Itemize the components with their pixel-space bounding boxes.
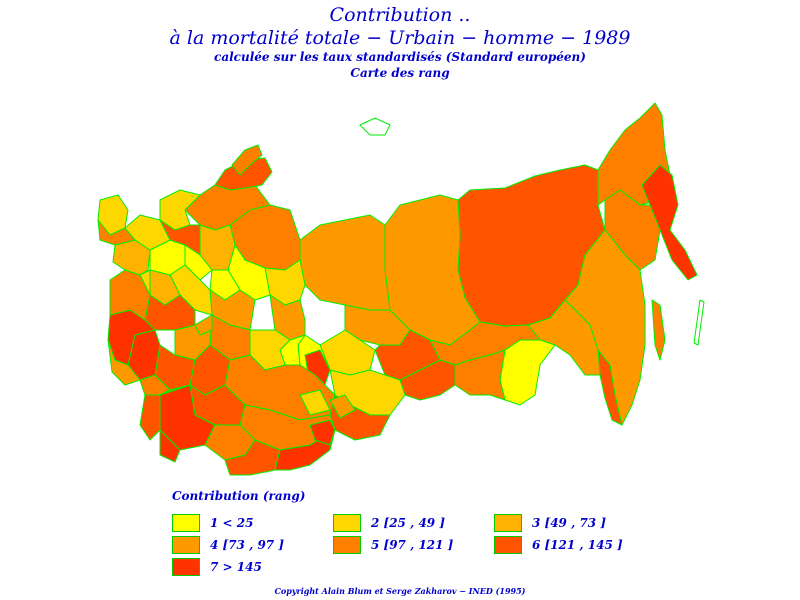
legend-label-7: 7 > 145 (210, 560, 262, 574)
map-region-semipalatinsk (329, 394, 356, 419)
map-region-sakhalin (651, 299, 666, 361)
map-region-primorye (597, 349, 623, 426)
copyright-notice: Copyright Alain Blum et Serge Zakharov −… (274, 586, 526, 596)
map-region-kuriles (693, 299, 705, 346)
map-region-tyumen (299, 214, 391, 311)
map-region-ukraine-south (107, 339, 141, 386)
legend-label-6: 6 [121 , 145 ] (532, 538, 623, 552)
map-region-svalbard-islands (359, 117, 391, 136)
map-region-murmansk (214, 157, 273, 191)
legend-label-4: 4 [73 , 97 ] (210, 538, 284, 552)
map-region-karaganda (299, 389, 331, 416)
legend-swatch-5 (333, 536, 361, 554)
map-region-caucasus (139, 394, 161, 441)
map-region-caspian (159, 429, 181, 463)
map-region-almaty (309, 419, 336, 446)
map-region-vologda (159, 219, 201, 256)
legend-swatch-1 (172, 514, 200, 532)
legend-label-2: 2 [25 , 49 ] (371, 516, 445, 530)
legend-swatch-3 (494, 514, 522, 532)
map-region-penza (194, 314, 213, 336)
legend-item-1: 1 < 25 (172, 513, 253, 533)
subtitle-2: Carte des rang (350, 66, 450, 80)
legend-swatch-2 (333, 514, 361, 532)
legend-swatch-6 (494, 536, 522, 554)
map-region-kursk (139, 269, 151, 321)
legend-item-2: 2 [25 , 49 ] (333, 513, 445, 533)
legend-item-6: 6 [121 , 145 ] (494, 535, 623, 555)
map-region-novaya-zemlya (231, 144, 263, 176)
legend-item-4: 4 [73 , 97 ] (172, 535, 284, 555)
subtitle: calculée sur les taux standardisés (Stan… (214, 50, 586, 64)
title-line-2: à la mortalité totale − Urbain − homme −… (169, 27, 631, 49)
legend-label-3: 3 [49 , 73 ] (532, 516, 606, 530)
legend-item-3: 3 [49 , 73 ] (494, 513, 606, 533)
map-region-chita (499, 339, 556, 406)
legend-swatch-4 (172, 536, 200, 554)
legend-label-5: 5 [97 , 121 ] (371, 538, 454, 552)
legend-item-5: 5 [97 , 121 ] (333, 535, 453, 555)
map-region-kalmykia (159, 384, 191, 396)
legend-label-1: 1 < 25 (210, 516, 254, 530)
legend-swatch-7 (172, 558, 200, 576)
map-region-buryatia (454, 349, 506, 401)
legend-item-7: 7 > 145 (172, 557, 262, 577)
title-line-1: Contribution .. (329, 4, 471, 26)
map-title-block: Contribution .. à la mortalité totale − … (0, 4, 800, 81)
legend-title: Contribution (rang) (172, 489, 306, 503)
